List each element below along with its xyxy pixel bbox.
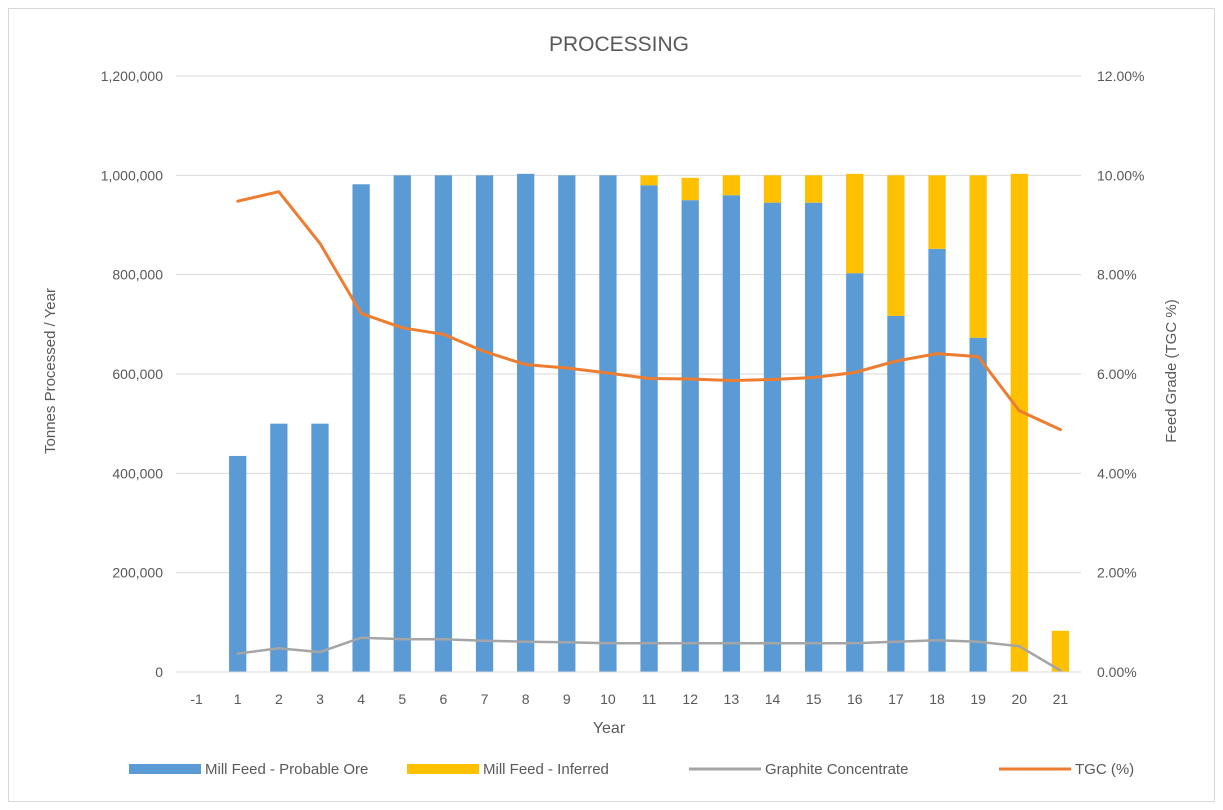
x-tick-label: 2: [275, 691, 283, 707]
bar: [804, 202, 823, 672]
y-tick-label: 0: [155, 664, 163, 680]
bar: [434, 175, 453, 673]
bar: [558, 175, 576, 673]
bar: [393, 175, 411, 673]
bar: [681, 177, 699, 201]
bar: [928, 248, 946, 672]
y-tick-label: 200,000: [112, 565, 163, 581]
x-tick-label: 13: [724, 691, 740, 707]
x-tick-label: 19: [970, 691, 986, 707]
y-tick-label: 1,000,000: [101, 167, 163, 183]
series-line: [236, 190, 1062, 432]
legend-label: TGC (%): [1075, 761, 1134, 778]
bar: [722, 175, 740, 196]
x-tick-label: 21: [1053, 691, 1069, 707]
chart-frame: PROCESSING 0 0.00% 200,000 2.00% 400,000 4.00…: [8, 8, 1215, 802]
y2-tick-label: 2.00%: [1097, 565, 1137, 581]
series-line: [236, 636, 1062, 672]
y-tick-label: 800,000: [112, 267, 163, 283]
bar: [681, 200, 699, 672]
legend-label: Mill Feed - Probable Ore: [205, 761, 368, 778]
y-tick-label: 600,000: [112, 366, 163, 382]
bar: [640, 175, 658, 186]
axes: 0 0.00% 200,000 2.00% 400,000 4.00% 600,000 6.0…: [101, 68, 1145, 707]
x-tick-label: 18: [929, 691, 945, 707]
bar: [475, 175, 494, 673]
x-tick-label: 15: [806, 691, 822, 707]
processing-chart: PROCESSING 0 0.00% 200,000 2.00% 400,000 4.00…: [42, 33, 1180, 778]
legend: Mill Feed - Probable Ore Mill Feed - Infe…: [129, 761, 1134, 778]
bar: [846, 273, 864, 672]
x-tick-label: 4: [357, 691, 365, 707]
bar: [640, 185, 658, 672]
legend-swatch: [407, 764, 479, 774]
x-tick-label: 1: [234, 691, 242, 707]
x-tick-label: 20: [1012, 691, 1028, 707]
legend-swatch: [129, 764, 201, 774]
y2-tick-label: 0.00%: [1097, 664, 1137, 680]
bar: [270, 423, 288, 672]
bar: [969, 337, 987, 672]
bars: [229, 173, 1070, 673]
bar: [311, 423, 329, 672]
bar: [928, 175, 946, 249]
bar: [763, 175, 782, 203]
x-tick-label: 12: [682, 691, 698, 707]
y2-axis-title: Feed Grade (TGC %): [1163, 299, 1180, 442]
y2-tick-label: 12.00%: [1097, 68, 1144, 84]
y-axis-title: Tonnes Processed / Year: [42, 288, 59, 454]
bar: [1010, 173, 1028, 673]
x-tick-label: -1: [190, 691, 203, 707]
x-tick-label: 8: [522, 691, 530, 707]
chart-title: PROCESSING: [549, 33, 689, 56]
bar: [763, 202, 782, 672]
x-tick-label: 5: [398, 691, 406, 707]
x-tick-label: 3: [316, 691, 324, 707]
y-tick-label: 1,200,000: [101, 68, 163, 84]
x-tick-label: 6: [439, 691, 447, 707]
bar: [229, 455, 247, 672]
x-axis-title: Year: [593, 720, 626, 737]
bar: [1051, 630, 1070, 672]
x-tick-label: 11: [642, 691, 657, 707]
legend-label: Graphite Concentrate: [765, 761, 908, 778]
bar: [887, 175, 905, 316]
bar: [887, 315, 905, 672]
bar: [517, 173, 535, 673]
bar: [846, 173, 864, 274]
x-tick-label: 17: [888, 691, 904, 707]
y2-tick-label: 8.00%: [1097, 267, 1137, 283]
bar: [804, 175, 823, 203]
x-tick-label: 7: [481, 691, 489, 707]
series-lines: [236, 190, 1062, 672]
y2-tick-label: 4.00%: [1097, 465, 1137, 481]
y2-tick-label: 6.00%: [1097, 366, 1137, 382]
legend-label: Mill Feed - Inferred: [483, 761, 609, 778]
bar: [599, 175, 617, 673]
y-tick-label: 400,000: [112, 465, 163, 481]
x-tick-label: 9: [563, 691, 571, 707]
bar: [352, 184, 370, 673]
x-tick-label: 14: [765, 691, 781, 707]
bar: [722, 195, 740, 672]
x-tick-label: 10: [600, 691, 616, 707]
bar: [969, 175, 987, 338]
y2-tick-label: 10.00%: [1097, 167, 1144, 183]
x-tick-label: 16: [847, 691, 863, 707]
